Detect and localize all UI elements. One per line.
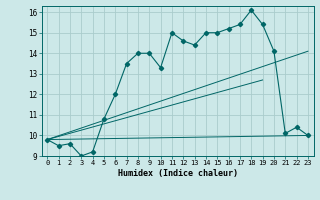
X-axis label: Humidex (Indice chaleur): Humidex (Indice chaleur): [118, 169, 237, 178]
